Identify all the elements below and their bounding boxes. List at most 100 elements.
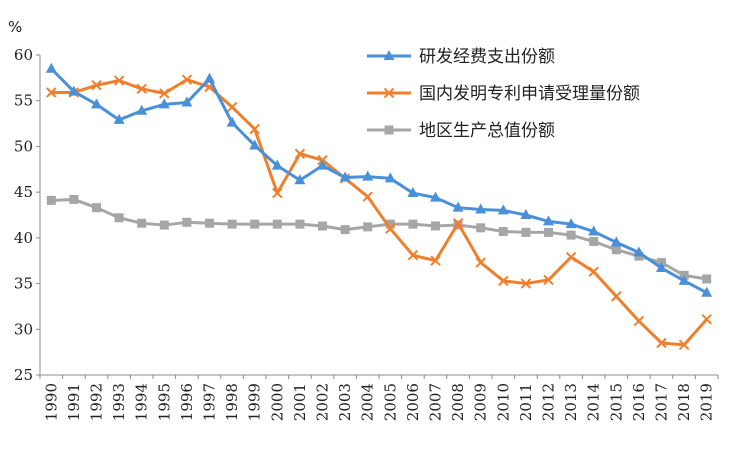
data-point [205, 218, 214, 228]
data-point [633, 246, 645, 257]
x-tick-label: 2002 [314, 383, 332, 421]
x-tick-label: 2005 [381, 383, 399, 421]
data-point [272, 219, 282, 229]
x-tick-label: 2007 [427, 383, 445, 421]
data-point [45, 62, 57, 73]
data-point [158, 98, 170, 109]
data-point [520, 278, 532, 289]
x-tick-label: 2006 [404, 383, 422, 421]
x-tick-label: 2009 [472, 383, 490, 421]
data-point [588, 266, 599, 277]
data-point [384, 125, 394, 135]
x-tick-label: 2016 [630, 383, 648, 421]
data-point [362, 191, 373, 202]
data-point [407, 187, 419, 198]
x-tick-label: 2011 [517, 383, 535, 421]
data-point [678, 339, 690, 351]
data-point [113, 113, 125, 124]
x-tick-label: 1999 [246, 383, 264, 421]
x-tick-label: 2010 [494, 383, 512, 421]
x-tick-label: 1990 [42, 383, 60, 421]
data-point [385, 223, 396, 234]
data-point [227, 219, 237, 229]
data-point [271, 159, 283, 170]
data-point [543, 274, 554, 286]
y-tick-label: 50 [14, 137, 33, 155]
y-tick-label: 25 [14, 366, 33, 384]
data-point [521, 227, 531, 237]
data-point [159, 88, 170, 99]
data-point [566, 230, 576, 240]
data-point [589, 237, 599, 247]
series-3 [46, 194, 712, 284]
x-tick-label: 1993 [110, 383, 128, 421]
data-point [498, 275, 509, 287]
data-point [544, 227, 553, 237]
data-point [656, 262, 667, 273]
data-point [181, 74, 193, 85]
legend-item-2: 国内发明专利申请受理量份额 [367, 84, 640, 104]
data-point [226, 116, 238, 127]
x-tick-label: 2014 [585, 383, 603, 421]
data-point [294, 148, 306, 159]
legend-label: 研发经费支出份额 [419, 47, 555, 67]
x-tick-label: 2000 [268, 383, 286, 421]
data-point [295, 219, 305, 229]
series-1 [45, 62, 713, 297]
data-point [475, 257, 486, 268]
data-point [318, 221, 327, 231]
data-point [383, 50, 395, 60]
x-tick-label: 1996 [178, 383, 196, 421]
data-point [137, 218, 147, 228]
data-point [136, 104, 148, 115]
data-point [91, 98, 102, 109]
x-tick-label: 2015 [607, 383, 625, 421]
y-tick-label: 40 [14, 229, 33, 247]
x-tick-label: 2004 [359, 383, 377, 421]
series-2 [46, 74, 712, 351]
y-tick-label: 35 [14, 275, 33, 293]
data-point [68, 85, 80, 96]
data-point [431, 221, 440, 231]
data-point [611, 291, 622, 302]
x-tick-label: 2019 [698, 383, 716, 421]
x-tick-label: 2001 [291, 383, 309, 421]
data-point [114, 213, 124, 223]
data-point [249, 123, 260, 135]
data-point [46, 87, 57, 98]
x-tick-label: 2013 [562, 383, 580, 421]
data-point [701, 314, 712, 325]
series-layer [45, 62, 713, 351]
legend-label: 国内发明专利申请受理量份额 [419, 84, 640, 104]
data-point [92, 203, 101, 213]
x-tick-label: 2017 [653, 383, 671, 421]
x-tick-label: 2012 [540, 383, 558, 421]
y-tick-label: 55 [14, 92, 33, 110]
legend-label: 地区生产总值份额 [419, 121, 555, 141]
x-tick-label: 2003 [336, 383, 354, 421]
data-point [383, 87, 395, 99]
data-point [46, 195, 56, 205]
data-point [182, 217, 192, 227]
data-point [113, 75, 125, 86]
y-tick-label: 45 [14, 183, 33, 201]
x-tick-label: 1992 [88, 383, 106, 421]
data-point [385, 219, 395, 229]
x-tick-label: 1991 [65, 383, 83, 421]
data-point [384, 172, 396, 183]
data-point [543, 215, 554, 226]
data-point [181, 96, 193, 107]
data-point [317, 159, 328, 170]
data-point [702, 274, 712, 284]
legend-item-3: 地区生产总值份额 [367, 121, 555, 141]
data-point [588, 225, 600, 236]
y-unit-label: % [8, 18, 22, 36]
data-point [498, 226, 508, 236]
data-point [497, 204, 509, 215]
data-point [204, 72, 215, 83]
x-tick-label: 1994 [133, 383, 151, 421]
data-point [678, 274, 690, 285]
data-point [430, 191, 441, 202]
